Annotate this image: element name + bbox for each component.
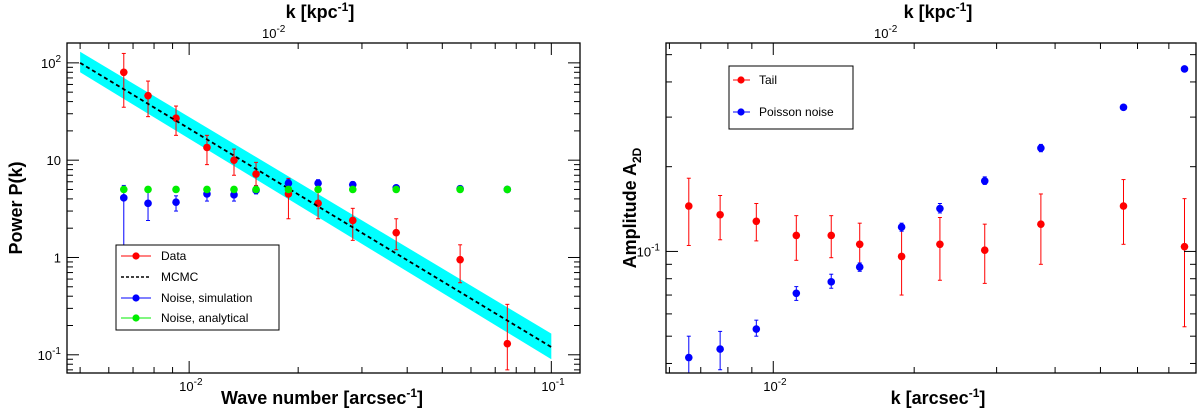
left-series-data-point [503,339,512,348]
right-series-poisson-noise-point [1037,144,1045,152]
right-top-tick-label: 10-2 [874,24,898,41]
right-series-tail-point [684,202,693,210]
left-plot-frame [66,42,581,374]
right-series-poisson-noise-point [1180,65,1189,73]
left-series-noise-analytical-point [252,185,260,194]
legend-data-label: Data [161,249,187,263]
left-series-noise-simulation-point [230,191,238,199]
right-series-tail-point [752,217,761,226]
right-series-poisson-noise-point [684,353,693,362]
legend-noise-sim-marker [132,294,140,302]
left-y-tick-label: 10-1 [38,346,62,363]
left-x-tick-label: 10-2 [179,377,203,394]
left-y-tick-label: 1 [54,250,61,265]
left-series-noise-analytical-point [230,185,238,194]
left-series-data-point [348,216,357,225]
left-series-noise-simulation-point [119,194,128,202]
left-series-data-point [230,156,238,164]
left-series-data-point [456,255,464,264]
left-chart: 10-2 10-1 10-1 1 10 102 k [kpc-1] 10-2 Wave n… [6,0,581,408]
left-series-noise-simulation-point [314,179,322,187]
legend-noise-sim-label: Noise, simulation [161,291,252,305]
right-y-tick-label: 10-1 [637,242,661,259]
left-y-tick-label: 102 [41,54,61,71]
right-series-tail-point [792,231,801,240]
right-legend: Tail Poisson noise [728,65,854,130]
right-series-poisson-noise-point [897,223,906,231]
left-series-noise-simulation-point [172,198,180,206]
left-series-noise-analytical-point [284,185,293,194]
right-series-poisson-noise-point [716,345,724,353]
left-x-tick-label: 10-1 [541,377,565,394]
left-series-noise-analytical-point [456,185,464,194]
right-series-tail-point [936,240,944,249]
legend-noise-an-label: Noise, analytical [161,311,248,325]
right-series-tail-point [855,240,864,249]
left-series-data-point [119,68,128,77]
left-series-data-point [252,170,260,178]
left-series-mcmc-line [79,62,552,348]
right-series-tail-point [897,252,906,261]
right-series-tail-point [980,246,989,255]
right-series-tail-point [1037,220,1045,228]
legend-mcmc-label: MCMC [161,270,199,284]
left-series-data-point [144,91,152,100]
right-series-tail-point [716,210,724,219]
left-series-noise-analytical-point [144,185,152,194]
left-series-noise-analytical-point [203,185,211,194]
right-y-axis-title: Amplitude A2D [620,147,644,268]
right-x-axis-title: k [arcsec-1] [891,386,986,408]
left-y-axis-title: Power P(k) [6,161,26,254]
left-series-noise-analytical-point [348,185,357,194]
right-series-poisson-noise-point [752,325,761,333]
legend-tail-marker [737,76,745,84]
left-legend-box [115,244,280,331]
left-series-data-point [203,143,211,152]
right-series-poisson-noise-point [827,278,836,286]
legend-data-marker [132,252,140,260]
left-series-data-point [172,114,180,122]
right-series-tail-point [1180,242,1189,251]
legend-noise-an-marker [132,314,140,322]
left-series-noise-analytical-point [503,185,512,194]
right-series-poisson-noise-point [1119,103,1128,112]
left-legend: Data MCMC Noise, simulation Noise, analy… [115,244,280,331]
right-chart: 10-2 10-1 k [kpc-1] 10-2 k [arcsec-1] Amp… [620,0,1197,408]
right-series-poisson-noise-point [792,289,801,298]
legend-poisson-marker [737,108,745,116]
right-series-tail-point [827,231,836,240]
right-plot-frame [665,42,1197,374]
left-series-noise-simulation-point [284,179,293,187]
left-x-axis-title: Wave number [arcsec-1] [221,386,423,408]
left-series-noise-analytical-point [314,185,322,194]
left-top-tick-label: 10-2 [262,24,286,41]
right-series-tail-point [1119,202,1128,210]
left-y-tick-label: 10 [47,153,61,168]
right-x-tick-label: 10-2 [763,377,787,394]
legend-tail-label: Tail [759,73,777,87]
left-series-noise-analytical-point [172,185,180,194]
left-top-axis-title: k [kpc-1] [286,0,355,22]
left-series-data-point [314,199,322,208]
right-series-poisson-noise-point [855,263,864,271]
right-series-poisson-noise-point [936,204,944,213]
right-top-axis-title: k [kpc-1] [904,0,973,22]
left-series-noise-analytical-point [392,185,401,194]
right-series-poisson-noise-point [980,177,989,185]
left-series-noise-analytical-point [119,185,128,194]
left-series-data-point [392,228,401,237]
legend-poisson-label: Poisson noise [759,105,834,119]
right-legend-box [728,65,854,130]
left-series-noise-simulation-point [144,199,152,208]
